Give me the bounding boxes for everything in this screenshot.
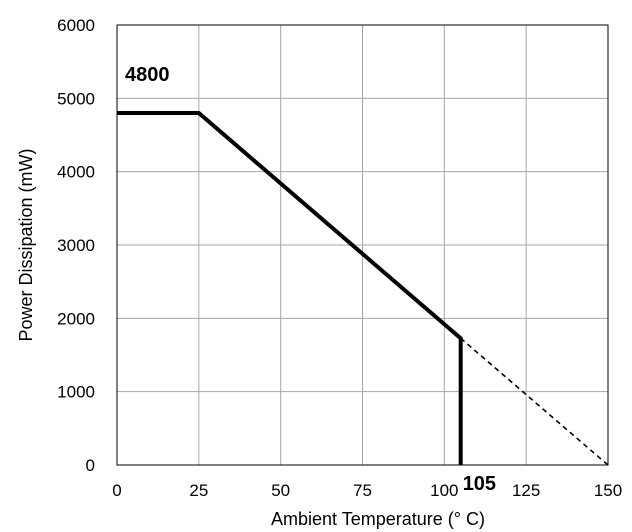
annotation-max-temp: 105 — [463, 473, 496, 495]
x-tick-label-3: 75 — [353, 481, 372, 500]
y-tick-label-4: 4000 — [57, 163, 95, 182]
y-tick-label-3: 3000 — [57, 236, 95, 255]
x-tick-label-1: 25 — [189, 481, 208, 500]
tick-labels: 0 25 50 75 100 125 150 0 1000 2000 3000 4000 5000 600… — [57, 16, 622, 500]
x-axis-title: Ambient Temperature (° C) — [271, 509, 485, 529]
x-tick-label-6: 150 — [594, 481, 622, 500]
series-line-0-solid — [117, 111, 463, 465]
y-tick-label-1: 1000 — [57, 383, 95, 402]
annotations: 4800 105 — [120, 58, 504, 495]
grid-lines — [117, 25, 608, 465]
annotation-max-power: 4800 — [125, 64, 170, 86]
y-axis-title: Power Dissipation (mW) — [16, 148, 36, 341]
annotation-4800-bg — [120, 58, 184, 90]
y-tick-label-6: 6000 — [57, 16, 95, 35]
x-tick-label-0: 0 — [112, 481, 121, 500]
y-tick-label-5: 5000 — [57, 89, 95, 108]
y-tick-label-0: 0 — [86, 456, 95, 475]
series-layer — [117, 111, 609, 466]
annotation-105-bg — [461, 468, 504, 494]
y-tick-label-2: 2000 — [57, 309, 95, 328]
x-tick-label-4: 100 — [430, 481, 458, 500]
x-tick-label-5: 125 — [512, 481, 540, 500]
plot-border — [116, 24, 609, 466]
x-tick-label-2: 50 — [271, 481, 290, 500]
